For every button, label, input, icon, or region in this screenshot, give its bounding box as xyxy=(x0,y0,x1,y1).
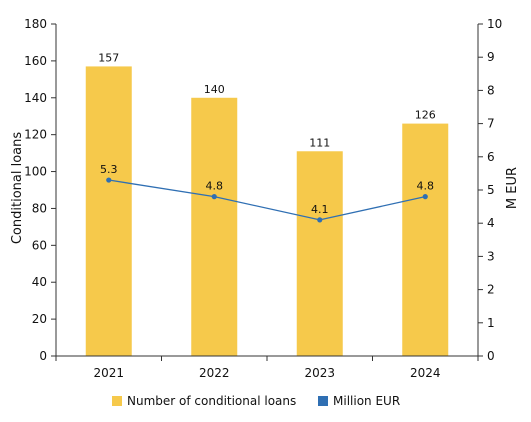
million-eur-line xyxy=(108,179,426,221)
right-y-axis: 0 1 2 3 4 5 6 7 8 9 10 xyxy=(477,17,502,363)
bar-2023 xyxy=(296,151,343,356)
bar-2021 xyxy=(85,66,132,356)
bar-2024 xyxy=(402,123,449,356)
line-value-label: 4.1 xyxy=(311,203,329,216)
left-tick-label: 40 xyxy=(32,275,47,289)
legend: Number of conditional loans Million EUR xyxy=(112,394,400,408)
right-tick-label: 5 xyxy=(487,183,495,197)
right-tick-label: 7 xyxy=(487,117,495,131)
right-tick-label: 8 xyxy=(487,83,495,97)
left-tick-label: 60 xyxy=(32,238,47,252)
line-value-label: 5.3 xyxy=(100,163,118,176)
line-point-2021 xyxy=(106,177,112,183)
legend-label-bars: Number of conditional loans xyxy=(127,394,296,408)
x-axis: 2021 2022 2023 2024 xyxy=(55,355,479,380)
x-tick-label: 2023 xyxy=(304,366,335,380)
left-tick-label: 160 xyxy=(24,54,47,68)
left-tick-label: 20 xyxy=(32,312,47,326)
right-tick-label: 4 xyxy=(487,216,495,230)
line-point-2024 xyxy=(422,194,428,200)
right-tick-label: 2 xyxy=(487,283,495,297)
line-series: 5.3 4.8 4.1 4.8 xyxy=(100,163,435,223)
bar-value-label: 140 xyxy=(204,83,225,96)
line-value-label: 4.8 xyxy=(417,180,435,193)
line-point-2022 xyxy=(211,194,217,200)
x-tick-label: 2024 xyxy=(410,366,441,380)
bar-value-label: 126 xyxy=(415,109,436,122)
line-value-label: 4.8 xyxy=(206,180,224,193)
right-tick-label: 6 xyxy=(487,150,495,164)
left-tick-label: 120 xyxy=(24,128,47,142)
right-tick-label: 0 xyxy=(487,349,495,363)
legend-swatch-bars xyxy=(112,396,122,406)
y-axis-title: Conditional loans xyxy=(10,132,25,245)
right-tick-label: 1 xyxy=(487,316,495,330)
right-tick-label: 10 xyxy=(487,17,502,31)
right-tick-label: 3 xyxy=(487,249,495,263)
bar-series: 157 140 111 126 xyxy=(85,51,449,357)
left-tick-label: 180 xyxy=(24,17,47,31)
line-point-2023 xyxy=(317,217,323,223)
bar-2022 xyxy=(191,97,238,357)
legend-label-line: Million EUR xyxy=(333,394,400,408)
left-tick-label: 80 xyxy=(32,201,47,215)
y2-axis-title: M EUR xyxy=(505,167,520,209)
left-tick-label: 100 xyxy=(24,165,47,179)
left-tick-label: 0 xyxy=(39,349,47,363)
left-y-axis: 0 20 40 60 80 100 120 140 160 180 xyxy=(24,17,57,363)
right-tick-label: 9 xyxy=(487,50,495,64)
x-tick-label: 2021 xyxy=(93,366,124,380)
bar-value-label: 111 xyxy=(309,136,330,149)
x-tick-label: 2022 xyxy=(199,366,230,380)
legend-swatch-line xyxy=(318,396,328,406)
bar-value-label: 157 xyxy=(98,51,119,64)
left-tick-label: 140 xyxy=(24,91,47,105)
